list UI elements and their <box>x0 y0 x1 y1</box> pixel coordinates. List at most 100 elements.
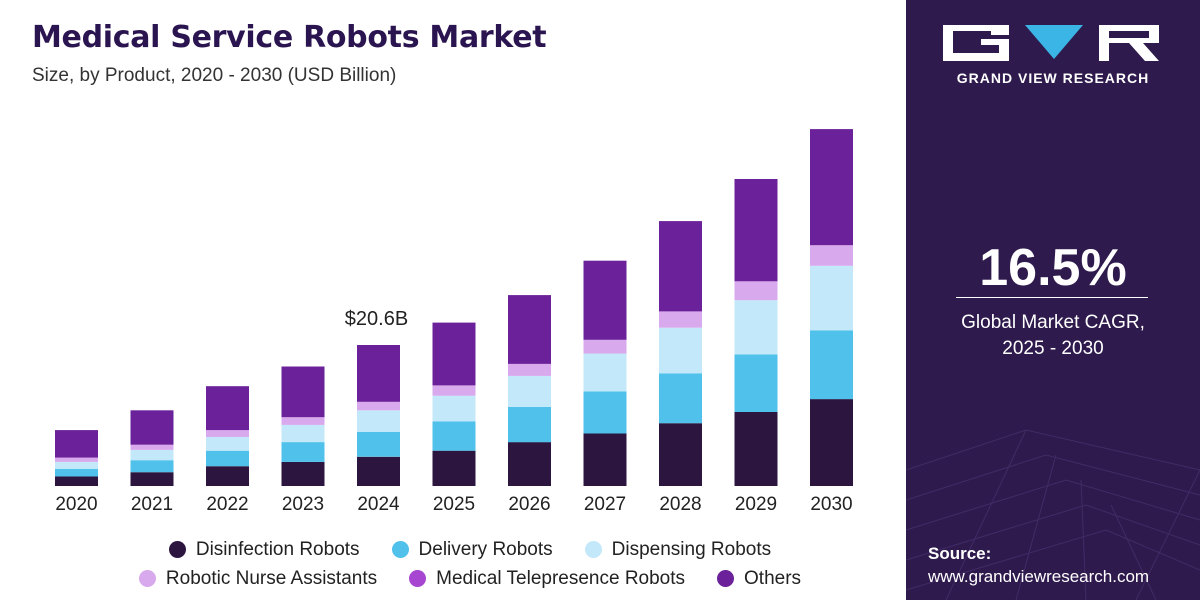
cagr-value: 16.5% <box>979 239 1127 297</box>
bar-2030-robotic-nurse-assistants <box>810 245 853 266</box>
bar-2029-dispensing-robots <box>734 300 778 355</box>
gvr-logo <box>943 25 1159 61</box>
bar-2025-delivery-robots <box>432 421 476 451</box>
cagr-label-line-1: Global Market CAGR, <box>961 312 1145 333</box>
summary-panel: GRAND VIEW RESEARCH 16.5% Global Market … <box>906 0 1200 600</box>
bar-2022-disinfection-robots <box>206 466 249 486</box>
bar-2021-robotic-nurse-assistants <box>130 444 174 450</box>
bar-2025-dispensing-robots <box>432 395 476 422</box>
cagr-label-line-2: 2025 - 2030 <box>1002 338 1104 359</box>
legend-row-1: Disinfection Robots Delivery Robots Disp… <box>40 535 900 564</box>
cagr-divider <box>956 297 1148 298</box>
bar-2026-robotic-nurse-assistants <box>508 363 551 376</box>
bar-2027-disinfection-robots <box>583 433 627 486</box>
x-tick-label-2022: 2022 <box>206 494 248 515</box>
x-tick-label-2027: 2027 <box>584 494 626 515</box>
legend-swatch-nurse-assistants <box>138 570 156 587</box>
bar-2020-robotic-nurse-assistants <box>55 457 98 462</box>
legend-swatch-delivery <box>391 541 409 558</box>
bar-2024-dispensing-robots <box>357 410 400 432</box>
bar-2030-disinfection-robots <box>810 399 853 486</box>
legend-label-delivery: Delivery Robots <box>418 538 553 560</box>
bar-2023-dispensing-robots <box>281 424 325 443</box>
x-tick-label-2029: 2029 <box>735 494 777 515</box>
bar-2026-disinfection-robots <box>508 442 551 486</box>
bar-2030-others <box>810 129 853 246</box>
bar-2029-delivery-robots <box>734 354 778 412</box>
legend-label-disinfection: Disinfection Robots <box>195 538 360 560</box>
legend-label-dispensing: Dispensing Robots <box>611 538 772 560</box>
legend-label-others: Others <box>744 567 802 589</box>
x-tick-label-2023: 2023 <box>282 494 324 515</box>
bar-2028-dispensing-robots <box>659 327 702 374</box>
bar-2024-disinfection-robots <box>357 456 400 486</box>
bar-2022-others <box>206 386 249 431</box>
bar-2027-robotic-nurse-assistants <box>583 339 627 354</box>
bar-2029-others <box>734 179 778 282</box>
bar-2023-others <box>281 366 325 418</box>
cagr-label: Global Market CAGR, 2025 - 2030 <box>906 310 1200 362</box>
legend-swatch-others <box>717 570 735 587</box>
bar-2023-delivery-robots <box>281 442 325 462</box>
value-callout-2024: $20.6B <box>345 308 408 330</box>
legend-label-nurse-assistants: Robotic Nurse Assistants <box>165 567 378 589</box>
bar-2025-robotic-nurse-assistants <box>432 385 476 396</box>
bar-2027-dispensing-robots <box>583 353 627 392</box>
bar-2029-robotic-nurse-assistants <box>734 281 778 301</box>
bar-2028-disinfection-robots <box>659 423 702 486</box>
bar-2022-dispensing-robots <box>206 437 249 451</box>
x-tick-label-2025: 2025 <box>433 494 475 515</box>
bar-2030-delivery-robots <box>810 330 853 400</box>
legend-swatch-disinfection <box>168 541 186 558</box>
bar-2026-dispensing-robots <box>508 375 551 407</box>
bar-2023-disinfection-robots <box>281 461 325 486</box>
legend-swatch-dispensing <box>584 541 602 558</box>
stacked-bar-chart: 2020 2021 2022 2023 2024 $20.6B 2025 2026 2027 20… <box>55 129 853 515</box>
bar-2020-disinfection-robots <box>55 476 98 486</box>
bar-2021-dispensing-robots <box>130 449 174 461</box>
bar-2021-delivery-robots <box>130 460 174 473</box>
bar-2021-disinfection-robots <box>130 472 174 486</box>
bar-2027-others <box>583 260 627 340</box>
legend-item-telepresence: Medical Telepresence Robots <box>409 568 685 590</box>
x-tick-label-2021: 2021 <box>131 494 173 515</box>
legend-item-others: Others <box>717 568 801 590</box>
bar-2028-robotic-nurse-assistants <box>659 311 702 328</box>
source-link[interactable]: www.grandviewresearch.com <box>928 567 1150 586</box>
bar-2022-robotic-nurse-assistants <box>206 430 249 437</box>
legend-row-2: Robotic Nurse Assistants Medical Telepre… <box>40 564 900 593</box>
x-tick-label-2020: 2020 <box>55 494 97 515</box>
bar-2028-delivery-robots <box>659 373 702 424</box>
bar-2025-disinfection-robots <box>432 450 476 486</box>
bar-2029-disinfection-robots <box>734 412 778 486</box>
bar-2020-others <box>55 430 98 458</box>
bar-2025-others <box>432 322 476 386</box>
bar-2026-others <box>508 295 551 364</box>
brand-name: GRAND VIEW RESEARCH <box>956 70 1150 86</box>
bar-2020-delivery-robots <box>55 468 98 477</box>
legend-item-disinfection: Disinfection Robots <box>168 538 360 561</box>
bar-2028-others <box>659 221 702 312</box>
chart-subtitle: Size, by Product, 2020 - 2030 (USD Billi… <box>32 65 397 86</box>
legend-item-dispensing: Dispensing Robots <box>584 538 772 561</box>
x-tick-label-2026: 2026 <box>508 494 550 515</box>
bar-2027-delivery-robots <box>583 391 627 434</box>
bar-2030-dispensing-robots <box>810 265 853 331</box>
x-tick-label-2024: 2024 <box>357 494 400 515</box>
bar-2024-robotic-nurse-assistants <box>357 401 400 411</box>
legend-item-delivery: Delivery Robots <box>391 538 553 561</box>
bar-2026-delivery-robots <box>508 406 551 443</box>
bar-2024-delivery-robots <box>357 431 400 457</box>
x-tick-label-2028: 2028 <box>659 494 701 515</box>
bar-2022-delivery-robots <box>206 450 249 467</box>
panel-background-lines <box>906 429 1200 600</box>
chart-title: Medical Service Robots Market <box>32 20 547 55</box>
bar-2020-dispensing-robots <box>55 461 98 469</box>
legend-swatch-telepresence <box>409 570 427 587</box>
bar-2024-others <box>357 345 400 402</box>
chart-legend: Disinfection Robots Delivery Robots Disp… <box>40 535 900 593</box>
legend-item-nurse-assistants: Robotic Nurse Assistants <box>138 567 378 590</box>
legend-label-telepresence: Medical Telepresence Robots <box>436 567 686 589</box>
bar-2021-others <box>130 410 174 445</box>
x-tick-label-2030: 2030 <box>810 494 852 515</box>
